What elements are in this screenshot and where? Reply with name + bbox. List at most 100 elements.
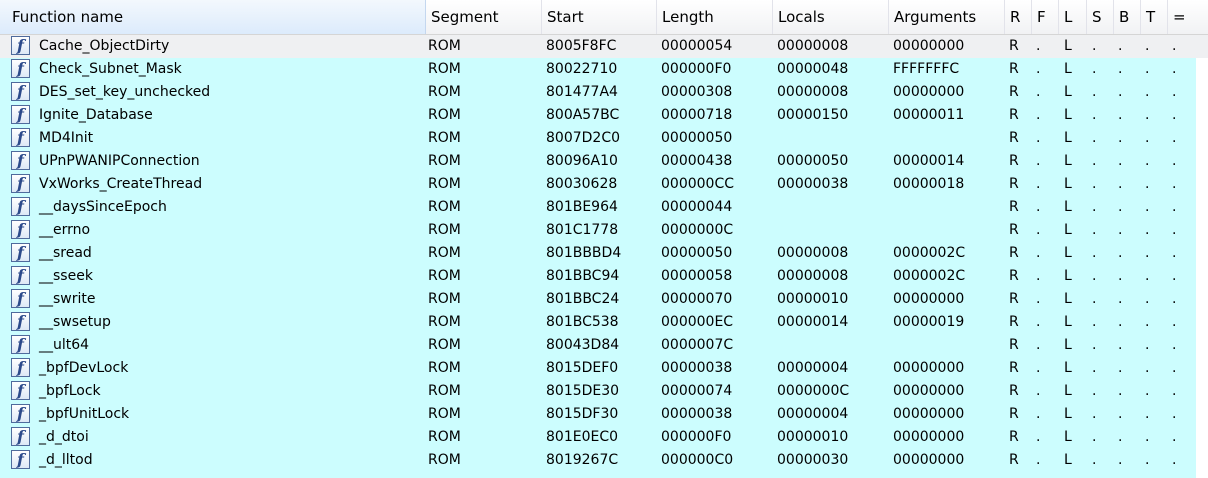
cell-f: . bbox=[1036, 130, 1041, 146]
cell-length: 000000C0 bbox=[661, 452, 734, 468]
function-icon: f bbox=[11, 312, 30, 331]
cell-locals: 00000004 bbox=[777, 360, 849, 376]
table-row[interactable]: f VxWorks_CreateThread ROM 80030628 000000CC… bbox=[0, 173, 1196, 196]
cell-s: . bbox=[1092, 268, 1097, 284]
cell-arguments: 00000000 bbox=[893, 452, 965, 468]
cell-l: L bbox=[1064, 337, 1072, 353]
column-header-start[interactable]: Start bbox=[542, 0, 657, 34]
table-row[interactable]: f Check_Subnet_Mask ROM 80022710 000000F0 000… bbox=[0, 58, 1196, 81]
column-header-segment[interactable]: Segment bbox=[426, 0, 542, 34]
table-row[interactable]: f Cache_ObjectDirty ROM 8005F8FC 00000054 000… bbox=[0, 35, 1208, 58]
cell-s: . bbox=[1092, 222, 1097, 238]
table-row[interactable]: f _bpfDevLock ROM 8015DEF0 00000038 00000004 0… bbox=[0, 357, 1196, 380]
cell-arguments: FFFFFFFC bbox=[893, 61, 960, 77]
cell-t: . bbox=[1145, 61, 1150, 77]
column-header-r[interactable]: R bbox=[1005, 0, 1032, 34]
cell-s: . bbox=[1092, 199, 1097, 215]
table-row[interactable]: f MD4Init ROM 8007D2C0 00000050 R. L.... bbox=[0, 127, 1196, 150]
cell-r: R bbox=[1009, 38, 1019, 54]
cell-start: 801BC538 bbox=[546, 314, 619, 330]
column-header-function-name[interactable]: Function name bbox=[0, 0, 426, 34]
cell-segment: ROM bbox=[428, 130, 461, 146]
table-header: Function name Segment Start Length Local… bbox=[0, 0, 1208, 35]
table-row[interactable]: f Ignite_Database ROM 800A57BC 00000718 00000… bbox=[0, 104, 1196, 127]
cell-f: . bbox=[1036, 245, 1041, 261]
cell-arguments: 00000000 bbox=[893, 360, 965, 376]
function-icon: f bbox=[11, 174, 30, 193]
cell-length: 000000CC bbox=[661, 176, 734, 192]
function-icon: f bbox=[11, 128, 30, 147]
cell-arguments: 00000000 bbox=[893, 383, 965, 399]
column-header-l[interactable]: L bbox=[1059, 0, 1087, 34]
table-row[interactable]: f _bpfUnitLock ROM 8015DF30 00000038 00000004… bbox=[0, 403, 1196, 426]
table-row[interactable]: f __ult64 ROM 80043D84 0000007C R. L.... bbox=[0, 334, 1196, 357]
cell-t: . bbox=[1145, 314, 1150, 330]
cell-r: R bbox=[1009, 130, 1019, 146]
cell-locals: 00000010 bbox=[777, 291, 849, 307]
column-header-b[interactable]: B bbox=[1114, 0, 1141, 34]
table-row[interactable]: f _bpfLock ROM 8015DE30 00000074 0000000C 0000… bbox=[0, 380, 1196, 403]
cell-length: 00000438 bbox=[661, 153, 733, 169]
cell-segment: ROM bbox=[428, 153, 461, 169]
cell-eq: . bbox=[1172, 337, 1177, 353]
cell-start: 80022710 bbox=[546, 61, 618, 77]
function-icon: f bbox=[11, 289, 30, 308]
table-row[interactable]: f __swrite ROM 801BBC24 00000070 00000010 0000… bbox=[0, 288, 1196, 311]
cell-r: R bbox=[1009, 268, 1019, 284]
cell-start: 80096A10 bbox=[546, 153, 618, 169]
cell-l: L bbox=[1064, 107, 1072, 123]
table-row[interactable]: f __swsetup ROM 801BC538 000000EC 00000014 000… bbox=[0, 311, 1196, 334]
column-header-f[interactable]: F bbox=[1032, 0, 1059, 34]
cell-start: 8007D2C0 bbox=[546, 130, 620, 146]
cell-r: R bbox=[1009, 314, 1019, 330]
cell-f: . bbox=[1036, 452, 1041, 468]
cell-b: . bbox=[1118, 38, 1123, 54]
cell-segment: ROM bbox=[428, 245, 461, 261]
table-row[interactable]: f UPnPWANIPConnection ROM 80096A10 00000438 0… bbox=[0, 150, 1196, 173]
cell-locals: 00000150 bbox=[777, 107, 849, 123]
table-row[interactable]: f DES_set_key_unchecked ROM 801477A4 0000030… bbox=[0, 81, 1196, 104]
column-header-arguments[interactable]: Arguments bbox=[889, 0, 1005, 34]
cell-length: 0000007C bbox=[661, 337, 734, 353]
column-header-length[interactable]: Length bbox=[657, 0, 773, 34]
table-row[interactable]: f __sseek ROM 801BBC94 00000058 00000008 00000… bbox=[0, 265, 1196, 288]
cell-l: L bbox=[1064, 153, 1072, 169]
column-header-t[interactable]: T bbox=[1141, 0, 1168, 34]
table-row-partial bbox=[0, 472, 1196, 478]
cell-b: . bbox=[1118, 61, 1123, 77]
cell-r: R bbox=[1009, 222, 1019, 238]
table-row[interactable]: f __sread ROM 801BBBD4 00000050 00000008 00000… bbox=[0, 242, 1196, 265]
cell-r: R bbox=[1009, 360, 1019, 376]
column-header-eq[interactable]: = bbox=[1173, 8, 1186, 26]
cell-length: 0000000C bbox=[661, 222, 734, 238]
cell-s: . bbox=[1092, 130, 1097, 146]
cell-f: . bbox=[1036, 314, 1041, 330]
cell-t: . bbox=[1145, 406, 1150, 422]
table-row[interactable]: f _d_lltod ROM 8019267C 000000C0 00000030 0000… bbox=[0, 449, 1196, 472]
cell-t: . bbox=[1145, 222, 1150, 238]
cell-l: L bbox=[1064, 176, 1072, 192]
cell-f: . bbox=[1036, 222, 1041, 238]
cell-r: R bbox=[1009, 84, 1019, 100]
cell-t: . bbox=[1145, 337, 1150, 353]
cell-eq: . bbox=[1172, 61, 1177, 77]
function-icon: f bbox=[11, 59, 30, 78]
cell-r: R bbox=[1009, 429, 1019, 445]
cell-name: _bpfLock bbox=[39, 383, 101, 399]
column-header-s[interactable]: S bbox=[1087, 0, 1114, 34]
cell-l: L bbox=[1064, 360, 1072, 376]
table-row[interactable]: f _d_dtoi ROM 801E0EC0 000000F0 00000010 00000… bbox=[0, 426, 1196, 449]
cell-b: . bbox=[1118, 429, 1123, 445]
cell-s: . bbox=[1092, 107, 1097, 123]
table-row[interactable]: f __daysSinceEpoch ROM 801BE964 00000044 R. L.… bbox=[0, 196, 1196, 219]
cell-segment: ROM bbox=[428, 406, 461, 422]
cell-locals: 00000008 bbox=[777, 38, 849, 54]
table-row[interactable]: f __errno ROM 801C1778 0000000C R. L.... bbox=[0, 219, 1196, 242]
column-header-locals[interactable]: Locals bbox=[773, 0, 889, 34]
function-icon: f bbox=[11, 82, 30, 101]
cell-length: 00000070 bbox=[661, 291, 733, 307]
function-icon: f bbox=[11, 243, 30, 262]
cell-start: 801BE964 bbox=[546, 199, 618, 215]
cell-length: 00000050 bbox=[661, 245, 733, 261]
